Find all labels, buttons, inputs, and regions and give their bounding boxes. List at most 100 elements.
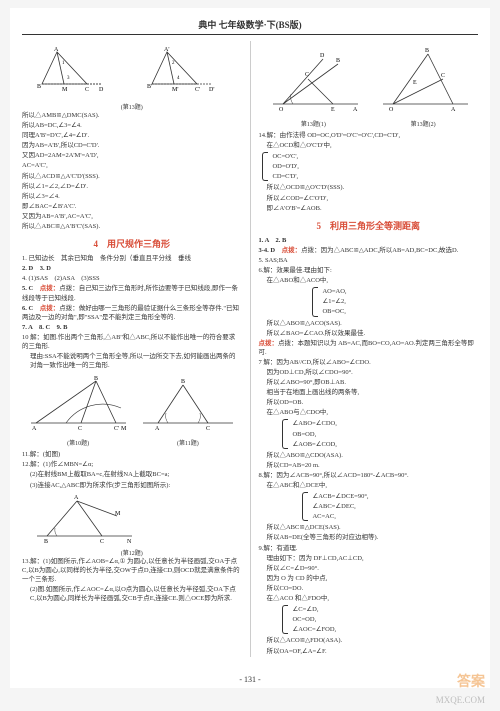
proof-line: 即∠BAC=∠B'A'C'. [22,202,242,211]
svg-text:B: B [44,539,48,545]
svg-text:C': C' [114,426,119,432]
q12: 12.解：(1)作∠MBN=∠α; [22,460,242,469]
svg-text:B: B [425,48,429,54]
fig-row-10-11: A C B C' M A B C [22,373,242,433]
q11: 11.解：(如图) [22,450,242,459]
q8-brace: ∠ACB=∠DCE=90°, ∠ABC=∠DEC, AC=AC, [298,492,478,521]
fig13-row: A B C M D 1 3 A' B' C' M' D' [22,44,242,99]
svg-text:C: C [305,72,309,78]
section4-title: 4 用尺规作三角形 [22,237,242,250]
r-q9d: 因为 O 为 CD 的中点, [258,574,478,583]
svg-text:B: B [94,376,98,382]
q14c: 所以△OCD≌△O'C'D'(SSS). [258,183,478,192]
proof-line: 所以△ABC≌△A'B'C'(SAS). [22,222,242,231]
svg-text:1: 1 [62,61,65,66]
q5: 5. C 点拨：点拨：自己知三边作三角形时,所作边要等于已知线段,即作一条线段等… [22,284,242,302]
q2: 2. D 3. D [22,264,242,273]
r-q9t: 在△ACO 和△FDO中, [258,594,478,603]
r-q6: 6.解：效果最佳.理由如下: [258,266,478,275]
svg-text:B: B [37,84,41,90]
proof-line: 又因为AB=A'B',AC=A'C', [22,212,242,221]
r-q8c: 所以AB=DE(全等三角形的对应边相等). [258,533,478,542]
svg-text:M': M' [172,87,178,93]
proof-line: 所以AB=DC,∠3=∠4. [22,121,242,130]
proof-line: 又因AD=2AM=2A'M'=A'D', [22,151,242,160]
fig13-2: O B A C E [373,44,473,114]
q14d: 所以∠COD=∠C'O'D', [258,194,478,203]
r-q9g: 所以OA=OF,∠A=∠F. [258,647,478,656]
svg-text:C: C [441,73,445,79]
svg-text:A: A [353,107,358,113]
r-q8: 8.解：因为∠ACB=90°,所以∠ACD=180°-∠ACB=90°. [258,471,478,480]
watermark-1: 答案 [457,671,485,691]
svg-text:C: C [100,539,104,545]
q7-brace: ∠ABO=∠CDO, OB=OD, ∠AOB=∠COD, [278,419,478,448]
r-q7c: 所以∠ABO=90°,即OB⊥AB. [258,378,478,387]
right-column: O D B C E A O B A C E [258,41,478,657]
q14-brace: OC=O'C', OD=O'D', CD=C'D', [258,152,478,181]
fig13-left: A B C M D 1 3 [32,44,122,99]
q6: 6. C 点拨：点拨：做好由哪一三角形的最验证据什么三条形全等存件."已知两边及… [22,304,242,322]
svg-text:4: 4 [177,76,180,81]
r-q9: 9.解：有道理. [258,544,478,553]
proof-line: 所以△AMB≌△DMC(SAS). [22,111,242,120]
svg-text:B: B [181,379,185,385]
fig12-wrap: B A C M N (第12题) [22,491,242,557]
svg-text:M: M [121,426,127,432]
svg-text:A: A [74,495,79,501]
fig13-1-cap: 第13题(1) [263,119,363,128]
left-column: A B C M D 1 3 A' B' C' M' D' [22,41,242,657]
q9-brace: ∠C=∠D, OC=OD, ∠AOC=∠FOD, [278,605,478,634]
svg-text:O: O [389,107,394,113]
r-q7: 7 解：因为AB//CD,所以∠ABO=∠CDO. [258,358,478,367]
r-q8b: 所以△ABC≌△DCE(SAS). [258,523,478,532]
svg-text:C: C [78,426,82,432]
fig11-caption: (第11题) [138,438,238,447]
proof-line: 所以△ACD≌△A'C'D'(SSS). [22,172,242,181]
svg-text:N: N [127,539,132,545]
r-q9b: 理由如下：因为 DF⊥CD,AC⊥CD, [258,554,478,563]
fig11: A B C [138,373,238,433]
fig10: A C B C' M [26,373,131,433]
svg-text:D: D [320,53,325,59]
q14b: 在△OCD和△O'C'D'中, [258,141,478,150]
svg-text:A: A [32,426,37,432]
r-q9e: 所以CO=DO. [258,584,478,593]
svg-text:B: B [336,58,340,64]
r-q8t: 在△ABC和△DCE中, [258,481,478,490]
svg-text:D': D' [209,87,214,93]
fig10-caption: (第10题) [26,438,131,447]
r-q3-4: 3-4. D 点拨：点拨：因为△ABC≌△ADC,所以AB=AD,BC=DC,故… [258,246,478,255]
q7: 7. A 8. C 9. B [22,323,242,332]
r-q7g: 所以CD=AB=20 m. [258,461,478,470]
fig13-right: A' B' C' M' D' 2 4 [142,44,232,99]
svg-text:A': A' [164,47,169,53]
q4: 4. (1)SAS (2)ASA (3)SSS [22,274,242,283]
svg-text:A: A [54,47,59,53]
watermark-2: MXQE.COM [436,695,485,705]
fig13-2-cap: 第13题(2) [373,119,473,128]
r-q7b: 因为OD⊥CD,所以∠CDO=90°. [258,368,478,377]
svg-text:3: 3 [67,76,70,81]
q1: 1. 已知边长 其余已知角 条件分别（垂直且平分线 垂线 [22,254,242,263]
r-q7t: 在△ABO与△CDO中, [258,408,478,417]
q14: 14.解：由作法得 OD=OC,O'D'=O'C'=O'C',CD=C'D', [258,131,478,140]
svg-text:C: C [85,87,89,93]
q14e: 即∠A'O'B'=∠AOB. [258,204,478,213]
q13b: (2)图.如图所示,作∠AOC=∠α,以O点为圆心,以任意长为半径弧,交OA下点… [22,585,242,603]
svg-text:E: E [413,80,417,86]
fig13-right-row: O D B C E A O B A C E [258,44,478,114]
proof-line: 因为AB=A'B',所以CD=C'D'. [22,141,242,150]
svg-text:A: A [451,107,456,113]
svg-text:2: 2 [172,61,175,66]
r-q5: 5. SAS;BA [258,256,478,265]
r-q6d: 所以∠BAO=∠CAO.所以效果最佳. [258,329,478,338]
page-number: - 131 - [239,675,260,684]
q13: 13.解：(1)如图所示,作∠AOB=∠α,① 为圆心,以任意长为半径画弧,交O… [22,557,242,584]
section5-title: 5 利用三角形全等测距离 [258,219,478,232]
proof-line: 所以∠1=∠2,∠D=∠D'. [22,182,242,191]
svg-text:B': B' [147,84,152,90]
svg-text:C: C [206,426,210,432]
fig12-caption: (第12题) [22,548,242,557]
page-header: 典中 七年级数学·下(BS版) [22,18,478,35]
